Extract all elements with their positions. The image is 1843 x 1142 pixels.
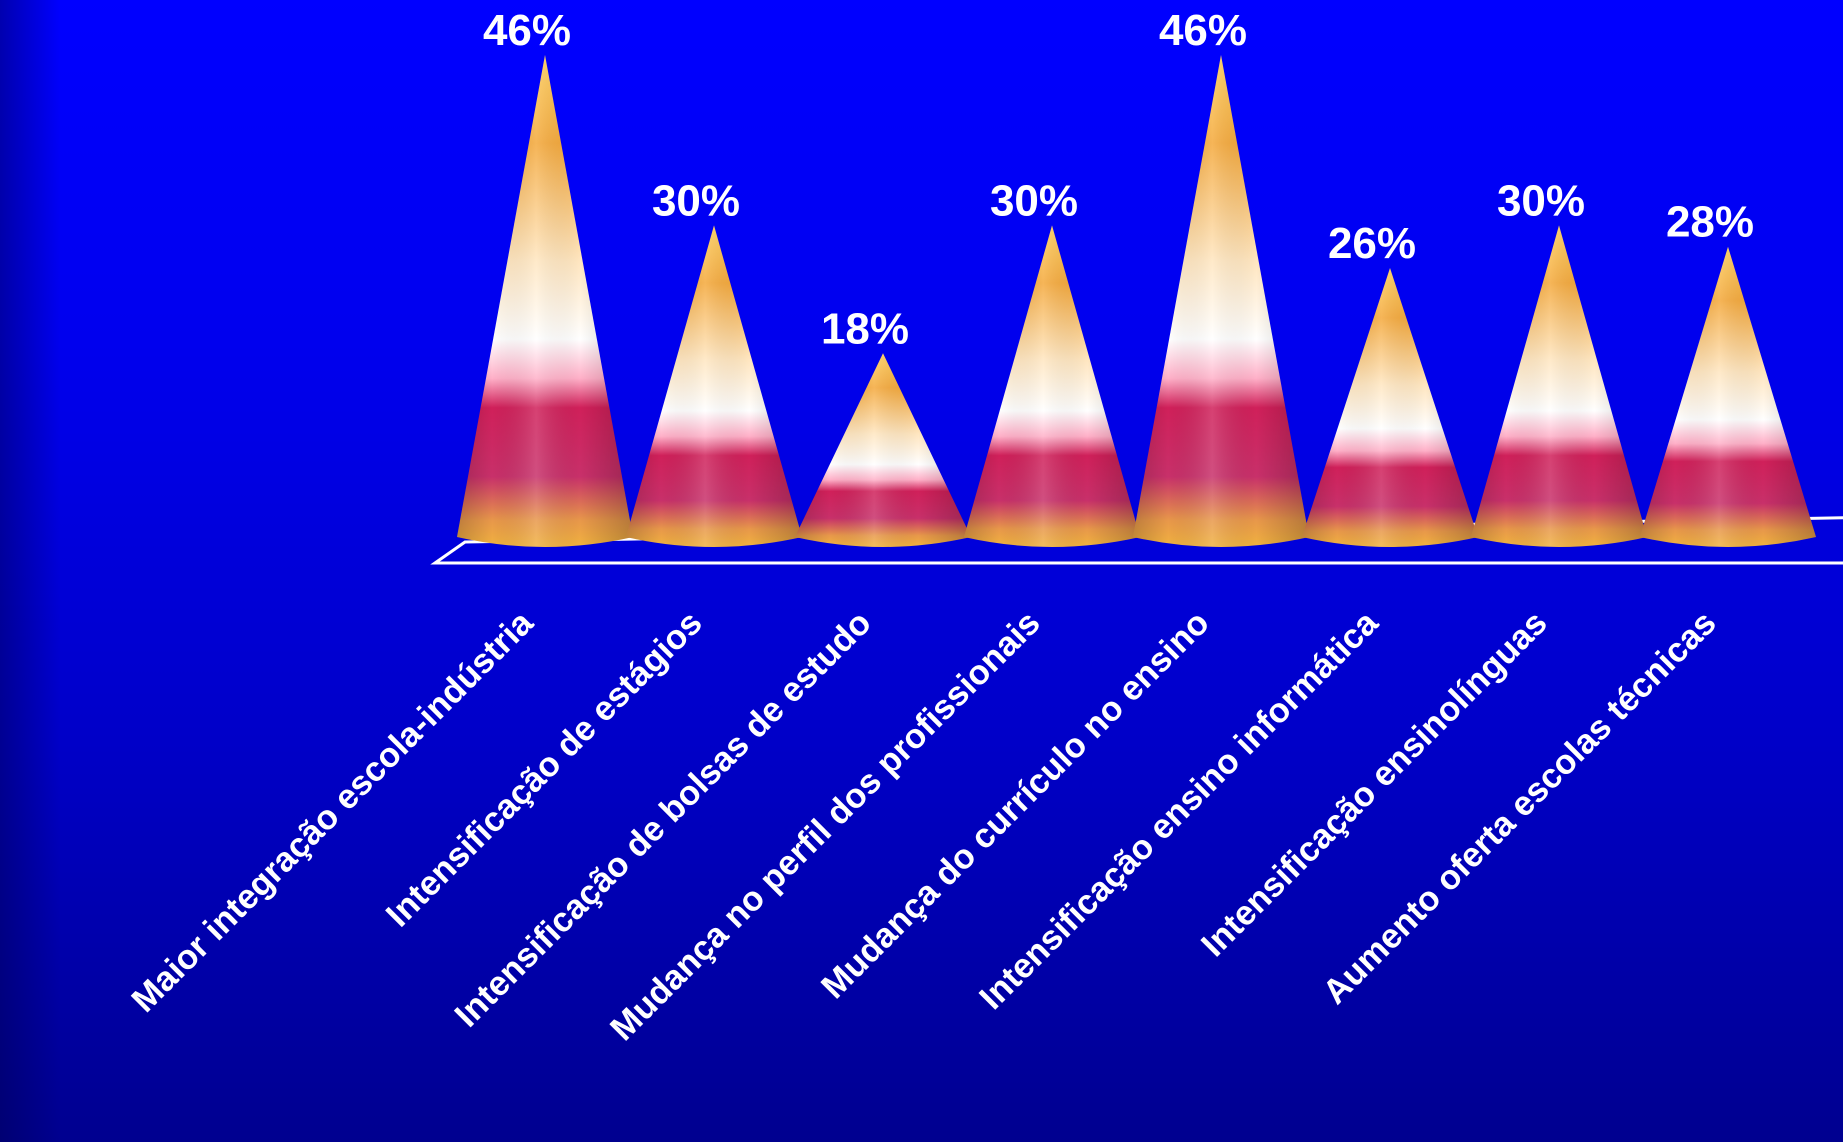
value-label-7: 30% xyxy=(1497,176,1585,225)
value-label-3: 18% xyxy=(821,304,909,353)
value-label-4: 30% xyxy=(990,176,1078,225)
category-label-2: Intensificação de estágios xyxy=(379,604,710,935)
cone-shade-8 xyxy=(1640,246,1816,547)
cone-shade-2 xyxy=(626,225,802,547)
cone-shade-6 xyxy=(1302,268,1478,547)
value-label-5: 46% xyxy=(1159,6,1247,55)
cone-shade-3 xyxy=(795,353,971,547)
category-label-7: Intensificação ensinolínguas xyxy=(1194,604,1554,964)
cone-shade-5 xyxy=(1133,55,1309,547)
value-label-6: 26% xyxy=(1328,219,1416,268)
value-label-1: 46% xyxy=(483,6,571,55)
floor-platform xyxy=(430,516,1843,565)
cone-shade-7 xyxy=(1471,225,1647,547)
value-label-2: 30% xyxy=(652,176,740,225)
value-label-8: 28% xyxy=(1666,198,1754,247)
cone-shade-4 xyxy=(964,225,1140,547)
left-edge-shade xyxy=(0,0,60,1142)
cone-shade-1 xyxy=(457,55,633,547)
